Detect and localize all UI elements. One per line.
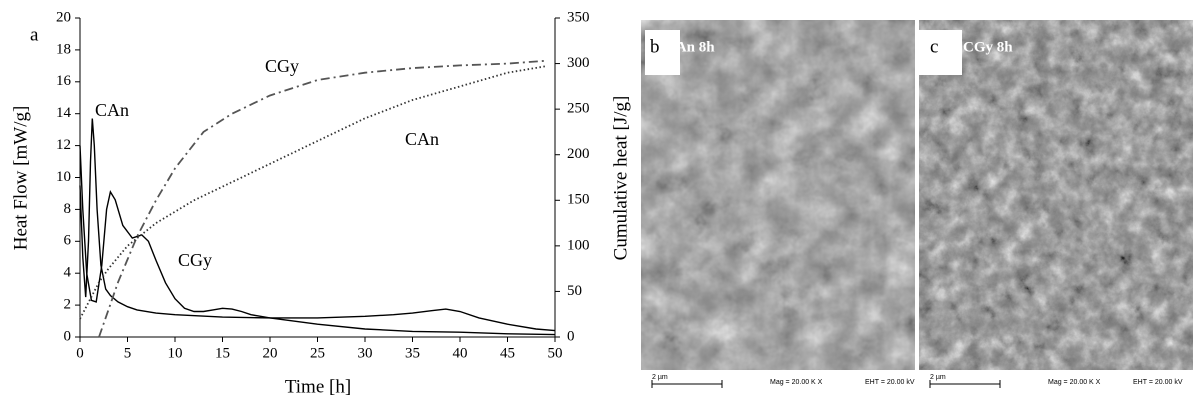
series-label: CAn	[95, 100, 129, 120]
eht-text: EHT = 20.00 kV	[1133, 379, 1183, 386]
eht-text: EHT = 20.00 kV	[865, 379, 915, 386]
y2-tick-label: 150	[567, 192, 590, 208]
sem-panel-c: c CGy 8h 2 µm Mag = 20.00 K X EHT = 20.0…	[919, 20, 1193, 388]
x-tick-label: 40	[453, 345, 468, 361]
label-box	[919, 30, 962, 75]
panel-label: b	[650, 36, 660, 57]
series-label: CGy	[178, 250, 212, 270]
x-tick-label: 20	[263, 345, 278, 361]
y-tick-label: 20	[56, 9, 71, 25]
y-tick-label: 4	[64, 265, 72, 281]
y-tick-label: 0	[64, 328, 72, 344]
panel-caption: CAn 8h	[665, 39, 715, 55]
x-tick-label: 15	[215, 345, 230, 361]
series-label: CGy	[265, 56, 299, 76]
panel-caption: CGy 8h	[963, 39, 1013, 55]
y-tick-label: 8	[64, 201, 72, 217]
panel-label: c	[930, 36, 938, 57]
y2-tick-label: 50	[567, 283, 582, 299]
y2-axis-label: Cumulative heat [J/g]	[610, 96, 631, 261]
y-axis-label: Heat Flow [mW/g]	[10, 106, 31, 251]
y-tick-label: 14	[56, 105, 72, 121]
y2-tick-label: 100	[567, 237, 590, 253]
y-tick-label: 16	[56, 73, 72, 89]
y-tick-label: 18	[56, 41, 71, 57]
x-tick-label: 35	[405, 345, 420, 361]
y-tick-label: 6	[64, 233, 72, 249]
series-line	[98, 59, 546, 338]
y2-tick-label: 350	[567, 9, 590, 25]
y2-tick-label: 200	[567, 146, 590, 162]
sem-texture	[919, 20, 1193, 370]
sem-panel-b: b CAn 8h 2 µm Mag = 20.00 K X EHT = 20.0…	[641, 20, 915, 388]
x-tick-label: 25	[310, 345, 325, 361]
y-tick-label: 12	[56, 137, 71, 153]
scale-text: 2 µm	[930, 374, 946, 381]
panel-label: a	[30, 24, 39, 45]
y-tick-label: 10	[56, 169, 71, 185]
mag-text: Mag = 20.00 K X	[1048, 379, 1101, 386]
y2-tick-label: 250	[567, 101, 590, 117]
series-line	[79, 145, 556, 336]
y2-tick-label: 300	[567, 55, 590, 71]
series-label: CAn	[405, 129, 439, 149]
x-tick-label: 10	[168, 345, 183, 361]
y-tick-label: 2	[64, 297, 72, 313]
x-axis-label: Time [h]	[285, 376, 351, 397]
label-box	[645, 30, 680, 75]
scale-text: 2 µm	[652, 374, 668, 381]
series-line	[79, 65, 546, 320]
series-line	[79, 118, 556, 332]
mag-text: Mag = 20.00 K X	[770, 379, 823, 386]
y2-tick-label: 0	[567, 328, 575, 344]
x-tick-label: 5	[124, 345, 132, 361]
x-tick-label: 45	[500, 345, 515, 361]
sem-texture	[641, 20, 915, 370]
x-tick-label: 30	[358, 345, 373, 361]
x-tick-label: 0	[76, 345, 84, 361]
x-tick-label: 50	[548, 345, 563, 361]
